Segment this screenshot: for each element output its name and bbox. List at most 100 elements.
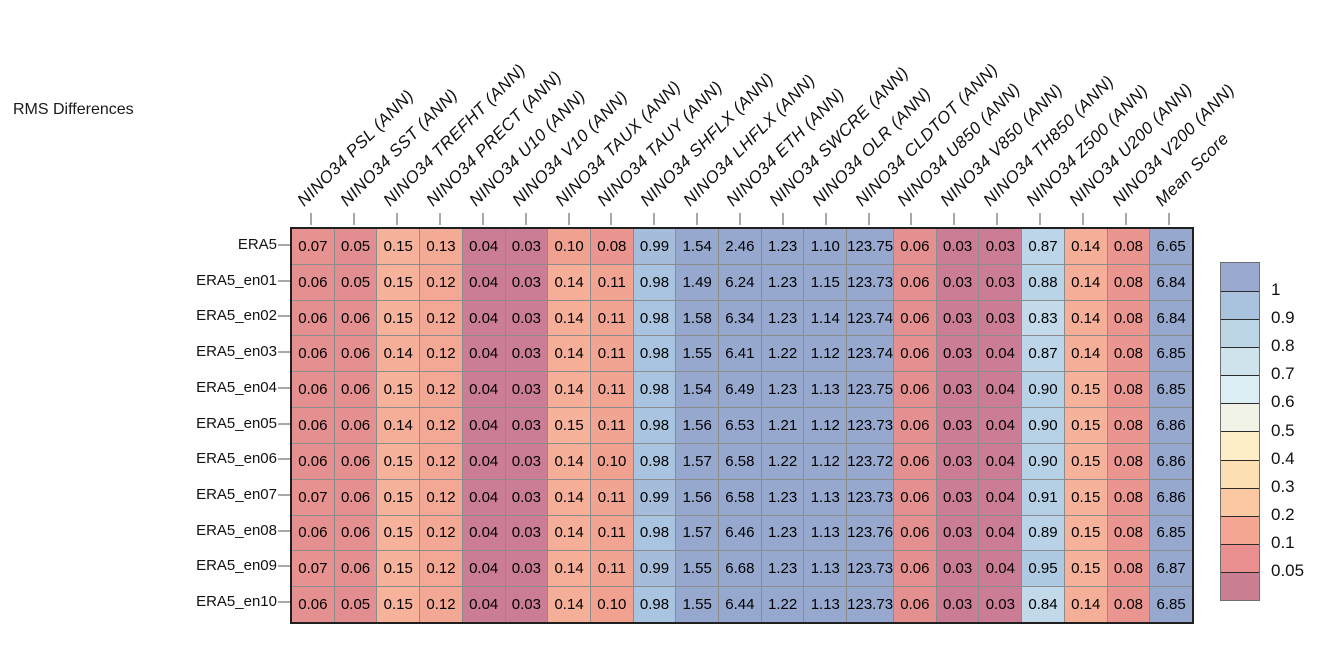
heatmap-cell: 0.06 [894, 479, 936, 515]
cell-value: 0.08 [1113, 596, 1144, 614]
cell-value: 1.22 [768, 345, 798, 363]
cell-value: 0.98 [639, 381, 670, 399]
cell-value: 0.15 [383, 488, 413, 506]
cell-value: 0.12 [426, 273, 456, 291]
cell-value: 6.34 [725, 309, 755, 327]
cell-value: 0.14 [554, 488, 584, 506]
heatmap-cell: 0.06 [292, 372, 334, 408]
cell-value: 0.04 [469, 237, 499, 255]
cell-value: 1.12 [810, 345, 840, 363]
cell-value: 0.06 [340, 309, 371, 327]
heatmap-cell: 0.06 [292, 515, 334, 551]
cell-value: 0.15 [1071, 560, 1101, 578]
heatmap-cell: 0.08 [1107, 336, 1150, 372]
heatmap-cell: 0.08 [1107, 229, 1150, 264]
cell-value: 0.12 [426, 560, 456, 578]
column-tick [1124, 213, 1127, 225]
heatmap-cell: 0.14 [548, 551, 590, 587]
cell-value: 0.14 [383, 345, 413, 363]
heatmap-cell: 123.74 [847, 336, 894, 372]
heatmap-cell: 0.06 [894, 408, 936, 443]
heatmap-cell: 0.06 [334, 372, 377, 408]
heatmap-cell: 1.54 [676, 372, 719, 408]
cell-value: 1.14 [810, 309, 840, 327]
cell-value: 6.58 [725, 488, 755, 506]
cell-value: 1.54 [682, 237, 712, 255]
column-tick [524, 213, 527, 225]
row-tick [278, 601, 290, 604]
heatmap-cell: 6.46 [719, 515, 761, 551]
column-tick [1167, 213, 1170, 225]
cell-value: 0.04 [985, 452, 1015, 470]
cell-value: 0.14 [554, 345, 584, 363]
cell-value: 0.06 [340, 416, 371, 434]
cell-value: 0.06 [298, 524, 328, 542]
cell-value: 6.86 [1156, 488, 1186, 506]
cell-value: 6.53 [725, 416, 755, 434]
heatmap-cell: 0.03 [505, 587, 548, 622]
heatmap-cell: 0.06 [894, 443, 936, 479]
cell-value: 0.14 [554, 524, 584, 542]
heatmap-cell: 0.06 [292, 443, 334, 479]
legend-label: 0.9 [1271, 308, 1295, 328]
heatmap-cell: 1.55 [676, 587, 719, 622]
column-tick [396, 213, 399, 225]
legend-color-band [1221, 375, 1259, 404]
heatmap-cell: 0.99 [633, 229, 676, 264]
cell-value: 0.98 [639, 416, 670, 434]
heatmap-cell: 0.04 [462, 551, 505, 587]
heatmap-cell: 0.10 [548, 229, 590, 264]
heatmap-cell: 0.11 [590, 336, 633, 372]
heatmap-cell: 0.06 [292, 587, 334, 622]
chart-title: RMS Differences [13, 101, 134, 118]
legend-label: 0.6 [1271, 392, 1295, 412]
column-tick [696, 213, 699, 225]
heatmap-cell: 0.98 [633, 587, 676, 622]
cell-value: 0.14 [554, 560, 584, 578]
cell-value: 1.49 [682, 273, 712, 291]
heatmap-cell: 0.10 [590, 587, 633, 622]
cell-value: 123.73 [847, 273, 894, 291]
heatmap-cell: 0.03 [979, 264, 1022, 300]
row-label: ERA5_en02 [196, 307, 277, 325]
row-label: ERA5_en01 [196, 271, 277, 289]
heatmap-cell: 0.03 [505, 300, 548, 336]
row-tick [278, 243, 290, 246]
heatmap-cell: 6.85 [1150, 515, 1192, 551]
heatmap-cell: 123.73 [847, 408, 894, 443]
cell-value: 2.46 [725, 237, 755, 255]
cell-value: 0.98 [639, 524, 670, 542]
cell-value: 0.04 [469, 309, 499, 327]
column-tick [824, 213, 827, 225]
heatmap-cell: 0.03 [505, 479, 548, 515]
heatmap-cell: 0.06 [894, 515, 936, 551]
cell-value: 0.03 [943, 309, 973, 327]
heatmap-cell: 6.86 [1150, 408, 1192, 443]
heatmap-cell: 6.87 [1150, 551, 1192, 587]
cell-value: 0.15 [383, 381, 413, 399]
cell-value: 1.12 [810, 452, 840, 470]
heatmap-cell: 0.03 [936, 479, 979, 515]
cell-value: 0.90 [1028, 416, 1058, 434]
cell-value: 0.05 [340, 273, 371, 291]
cell-value: 1.23 [768, 524, 798, 542]
cell-value: 123.73 [847, 560, 894, 578]
heatmap-cell: 1.13 [804, 479, 847, 515]
heatmap-cell: 1.23 [761, 479, 804, 515]
cell-value: 0.06 [298, 381, 328, 399]
cell-value: 0.11 [597, 524, 626, 542]
heatmap-cell: 0.08 [1107, 587, 1150, 622]
cell-value: 1.54 [682, 381, 712, 399]
cell-value: 0.91 [1028, 488, 1058, 506]
cell-value: 0.14 [554, 596, 584, 614]
heatmap-cell: 0.06 [334, 408, 377, 443]
row-tick [278, 422, 290, 425]
cell-value: 0.15 [1071, 416, 1101, 434]
cell-value: 0.08 [1113, 560, 1144, 578]
heatmap-cell: 1.23 [761, 551, 804, 587]
cell-value: 0.06 [340, 524, 371, 542]
cell-value: 1.56 [682, 416, 712, 434]
cell-value: 0.06 [340, 560, 371, 578]
heatmap-cell: 0.06 [894, 336, 936, 372]
heatmap-cell: 0.12 [420, 300, 462, 336]
